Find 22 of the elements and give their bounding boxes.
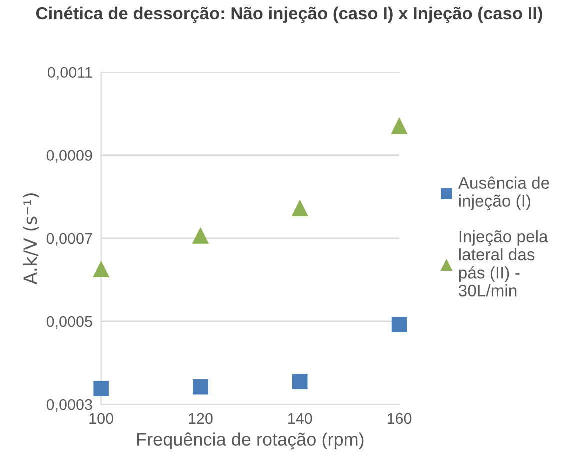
y-tick-label: 0,0011 (48, 67, 92, 80)
x-tick-label: 160 (388, 413, 412, 424)
chart-title: Cinética de dessorção: Não injeção (caso I) x Injeção (caso II) (36, 6, 542, 24)
point (292, 200, 308, 216)
y-tick-label: 0,0009 (46, 150, 92, 163)
y-tick-label: 0,0003 (46, 399, 92, 412)
point (92, 260, 110, 278)
point (94, 381, 109, 396)
y-tick-label: 0,0007 (46, 233, 92, 246)
point (391, 118, 408, 134)
y-axis-title: A.k/V (s⁻¹) (23, 194, 40, 285)
point (193, 379, 208, 395)
x-tick-label: 120 (189, 413, 213, 424)
point (292, 374, 308, 390)
point (192, 227, 210, 244)
legend-label: Injeção pela lateral das pás (II) - 30L/min (459, 230, 548, 297)
x-tick-label: 100 (90, 413, 114, 424)
y-tick-label: 0,0005 (46, 316, 92, 329)
x-axis-title: Frequência de rotação (rpm) (138, 432, 364, 450)
legend-label: Ausência de injeção (I) (458, 176, 550, 210)
x-tick-label: 140 (288, 413, 312, 424)
point (392, 317, 408, 332)
